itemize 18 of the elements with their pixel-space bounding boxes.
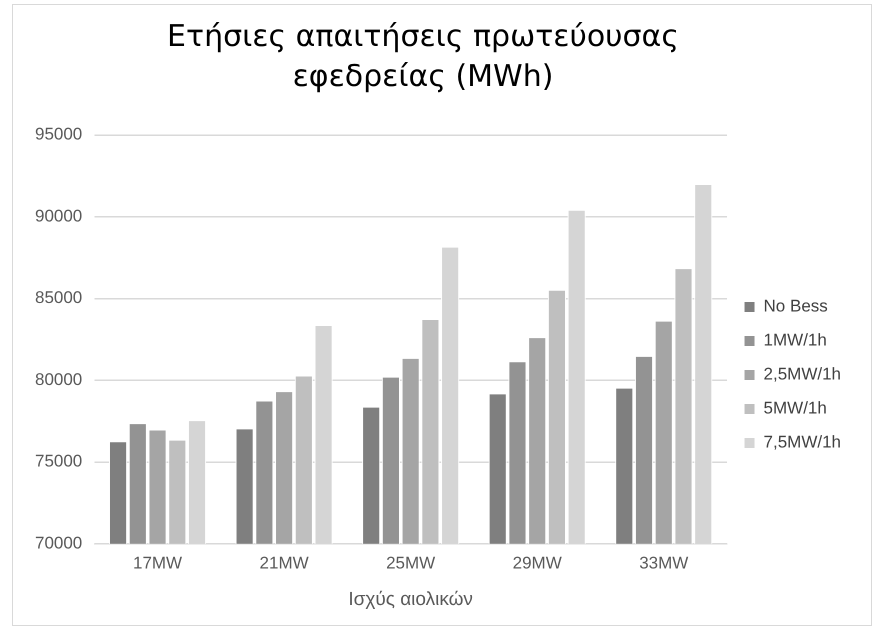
x-tick-label: 25MW xyxy=(386,554,436,573)
y-tick-label: 95000 xyxy=(34,124,82,144)
y-tick-label: 85000 xyxy=(34,288,82,308)
x-axis-title: Ισχύς αιολικών xyxy=(348,588,473,610)
y-tick-label: 75000 xyxy=(34,452,82,471)
legend-label: No Bess xyxy=(764,296,828,316)
y-tick-label: 90000 xyxy=(34,206,82,226)
x-tick-label: 29MW xyxy=(512,554,562,573)
legend-label: 5MW/1h xyxy=(764,398,827,418)
legend-label: 2,5MW/1h xyxy=(764,364,842,384)
y-tick-label: 70000 xyxy=(34,533,82,552)
chart-title: Ετήσιες απαιτήσεις πρωτεύουσας εφεδρείας (MWh) xyxy=(166,18,680,96)
legend-label: 7,5MW/1h xyxy=(764,432,842,452)
legend-label: 1MW/1h xyxy=(764,330,827,350)
x-tick-label: 21MW xyxy=(260,554,309,573)
y-tick-label: 80000 xyxy=(34,370,82,389)
x-tick-label: 17MW xyxy=(132,554,182,573)
x-tick-label: 33MW xyxy=(639,554,688,573)
